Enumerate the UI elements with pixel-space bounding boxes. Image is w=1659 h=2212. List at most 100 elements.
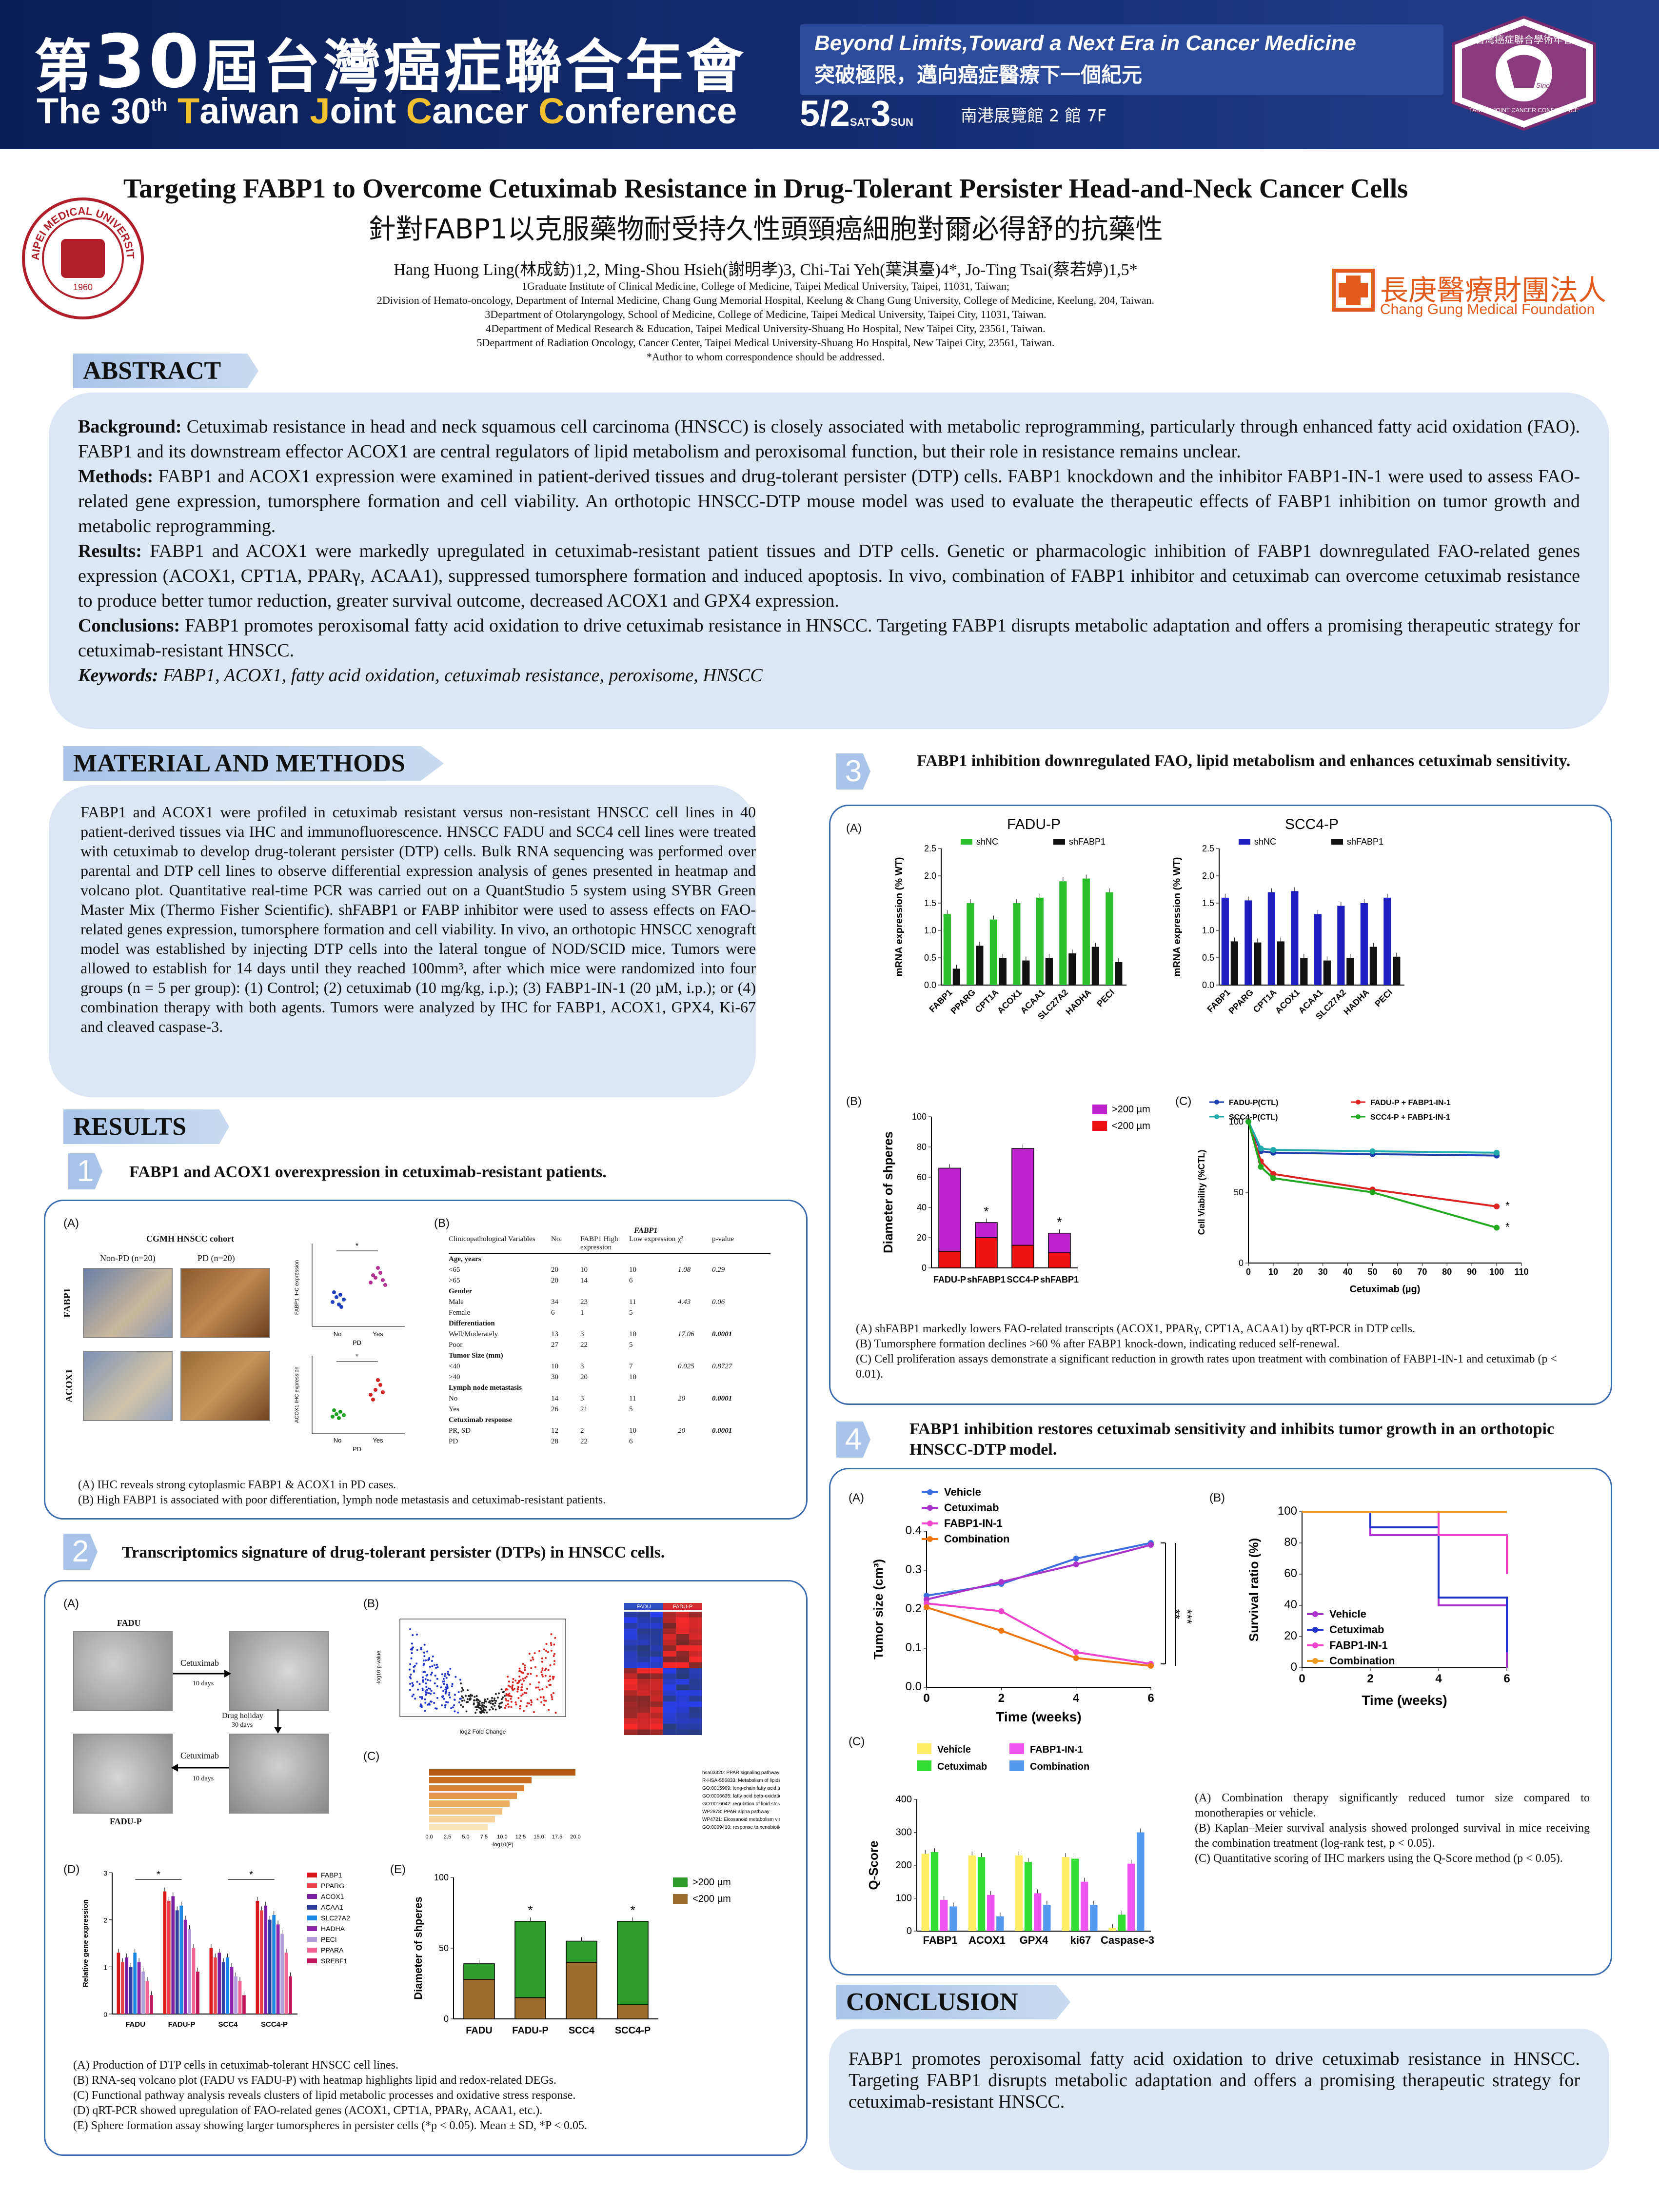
volcano-point (553, 1655, 555, 1657)
legend-label: >200 µm (1112, 1104, 1150, 1115)
volcano-point (521, 1683, 523, 1686)
volcano-point (522, 1710, 525, 1712)
table-cell: 22 (580, 1341, 588, 1349)
sig-star: * (1057, 1215, 1062, 1229)
legend-swatch (307, 1873, 317, 1877)
legend-marker (927, 1489, 933, 1495)
clinical-table-body: Age, years <65 20 10 10 1.08 0.29 >65 20 14 6 Gende… (449, 1254, 770, 1447)
volcano-point (540, 1671, 543, 1674)
heatmap-cell (624, 1679, 637, 1685)
affiliation: 4Department of Medical Research & Educat… (486, 322, 1046, 335)
table-cell: 6 (629, 1277, 633, 1284)
stacked-bar--200-m (463, 1979, 495, 2019)
bar-shfabp1 (1393, 956, 1401, 985)
volcano-point (554, 1637, 556, 1639)
table-cell: 1 (580, 1309, 584, 1317)
table-row: Male 34 23 11 4.43 0.06 (449, 1297, 770, 1307)
table-cell: 3 (580, 1363, 584, 1370)
volcano-point (491, 1706, 493, 1708)
volcano-point (448, 1694, 450, 1696)
x-tick-label: 2 (1367, 1672, 1373, 1685)
series-point (1494, 1224, 1500, 1231)
conference-slogan: Beyond Limits,Toward a Next Era in Cance… (800, 24, 1443, 95)
s2-arrow2-days: 10 days (193, 1775, 214, 1782)
volcano-point (541, 1688, 544, 1690)
series-point (1270, 1147, 1276, 1153)
series-line-2 (1302, 1511, 1508, 1574)
volcano-point (545, 1686, 548, 1688)
pathway-bar (429, 1824, 488, 1830)
legend-marker (1214, 1114, 1219, 1119)
s4-panel-c-label: (C) (849, 1735, 865, 1748)
heatmap-cell (689, 1696, 702, 1701)
volcano-point (425, 1682, 427, 1684)
volcano-point (423, 1663, 425, 1665)
table-cell (580, 1415, 629, 1425)
volcano-point (521, 1686, 523, 1688)
heatmap-cell (676, 1668, 689, 1674)
y-tick-label: 2.5 (1202, 844, 1214, 853)
legend-marker (1214, 1100, 1219, 1105)
table-row: Lymph node metastasis (449, 1382, 770, 1393)
x-tick-label: PECI (1095, 988, 1116, 1009)
seal-since: Since 1996 (1536, 81, 1570, 89)
bar-cetuximab (1118, 1915, 1126, 1931)
bar-ppara (145, 1981, 149, 2014)
x-tick-label: 10 (1268, 1267, 1278, 1277)
table-cell (712, 1350, 761, 1361)
heatmap-cell (676, 1724, 689, 1730)
volcano-point (530, 1673, 532, 1675)
bar-srebf1 (289, 1976, 292, 2014)
section-2-title: Transcriptomics signature of drug-tolera… (122, 1543, 665, 1561)
s1-cohort-label: CGMH HNSCC cohort (146, 1234, 234, 1244)
volcano-point (462, 1705, 464, 1708)
heatmap-cell (650, 1634, 663, 1640)
bar-shfabp1 (1369, 947, 1377, 985)
series-point (1258, 1164, 1264, 1170)
heatmap-cell (650, 1651, 663, 1657)
table-cell (712, 1415, 761, 1425)
volcano-point (541, 1660, 543, 1663)
table-cell: 3 (580, 1330, 584, 1338)
bar-peci (234, 1976, 237, 2014)
heatmap-cell (650, 1713, 663, 1718)
table-cell: 28 (551, 1438, 558, 1445)
stacked-bar--200-m (1048, 1252, 1071, 1268)
heatmap-cell (689, 1679, 702, 1685)
pathway-label: R-HSA-556833: Metabolism of lipids (702, 1778, 780, 1783)
pathway-label: hsa03320: PPAR signaling pathway (702, 1770, 779, 1776)
s1-dots-acox1-yes (369, 1378, 385, 1402)
x-tick-label: GPX4 (1020, 1934, 1048, 1946)
s2-panel-c-label: (C) (363, 1750, 380, 1763)
volcano-point (447, 1701, 449, 1703)
pathway-bar (429, 1793, 517, 1799)
y-tick-label: 100 (896, 1893, 912, 1904)
table-cell: 34 (551, 1298, 558, 1306)
s1-panel-a-label: (A) (63, 1217, 79, 1230)
table-row: >65 20 14 6 (449, 1275, 770, 1286)
stacked-bar--200-m (514, 1997, 546, 2019)
volcano-point (553, 1643, 555, 1646)
series-line-3 (926, 1606, 1151, 1667)
legend-swatch (1053, 839, 1065, 845)
legend-swatch (307, 1905, 317, 1910)
s2-caption-e: (E) Sphere formation assay showing large… (73, 2119, 588, 2132)
table-row: Tumor Size (mm) (449, 1350, 770, 1361)
heatmap-cell (663, 1662, 676, 1668)
y-tick-label: 400 (896, 1794, 912, 1805)
heatmap-cell (624, 1673, 637, 1679)
table-cell: Poor (449, 1341, 463, 1349)
bar-ppara (192, 1948, 196, 2014)
x-tick-label: SCC4-P (1007, 1275, 1039, 1284)
volcano-point (441, 1696, 444, 1698)
heatmap-cell (624, 1668, 637, 1674)
x-tick-label: FADU-P (512, 2025, 548, 2036)
heatmap-cell (689, 1628, 702, 1634)
legend-label: Cetuximab (937, 1761, 987, 1772)
table-cell: 2 (580, 1427, 584, 1435)
table-cell: 11 (629, 1298, 636, 1306)
legend-label: FADU-P + FABP1-IN-1 (1370, 1099, 1451, 1107)
table-cell: 14 (551, 1395, 558, 1402)
series-point (998, 1608, 1005, 1614)
volcano-point (454, 1698, 456, 1701)
